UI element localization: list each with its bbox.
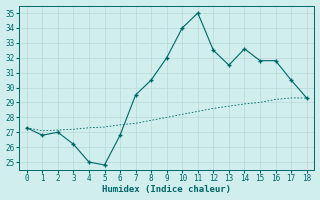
X-axis label: Humidex (Indice chaleur): Humidex (Indice chaleur) <box>102 185 231 194</box>
